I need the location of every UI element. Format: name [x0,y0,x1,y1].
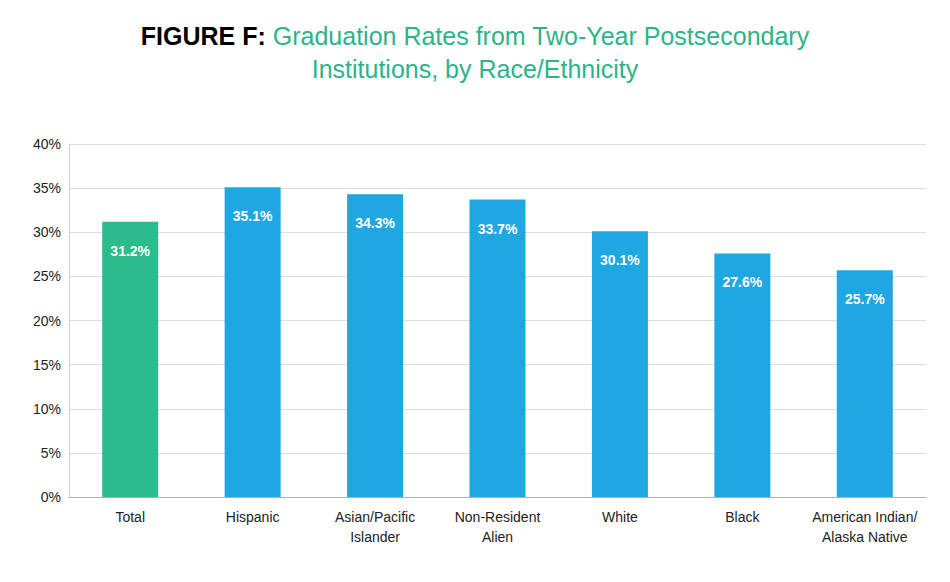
svg-text:25%: 25% [33,268,61,284]
svg-text:Total: Total [115,509,145,525]
svg-text:Islander: Islander [350,529,400,545]
svg-text:40%: 40% [33,136,61,152]
svg-text:34.3%: 34.3% [355,215,395,231]
svg-text:30%: 30% [33,224,61,240]
svg-text:5%: 5% [41,445,61,461]
svg-text:15%: 15% [33,357,61,373]
svg-text:White: White [602,509,638,525]
svg-text:Black: Black [725,509,760,525]
svg-text:Asian/Pacific: Asian/Pacific [335,509,415,525]
svg-text:31.2%: 31.2% [110,243,150,259]
svg-text:33.7%: 33.7% [478,221,518,237]
svg-text:27.6%: 27.6% [723,274,763,290]
svg-text:35.1%: 35.1% [233,208,273,224]
svg-text:Alaska Native: Alaska Native [822,529,908,545]
svg-text:20%: 20% [33,313,61,329]
svg-text:Non-Resident: Non-Resident [455,509,541,525]
svg-text:American Indian/: American Indian/ [812,509,917,525]
svg-text:30.1%: 30.1% [600,252,640,268]
svg-text:10%: 10% [33,401,61,417]
svg-text:0%: 0% [41,489,61,505]
svg-text:25.7%: 25.7% [845,291,885,307]
svg-text:Alien: Alien [482,529,513,545]
svg-text:35%: 35% [33,180,61,196]
svg-text:Hispanic: Hispanic [226,509,280,525]
html-text:FIGURE F: Graduation Rates fro: FIGURE F: Graduation Rates from Two-Year… [140,22,810,83]
